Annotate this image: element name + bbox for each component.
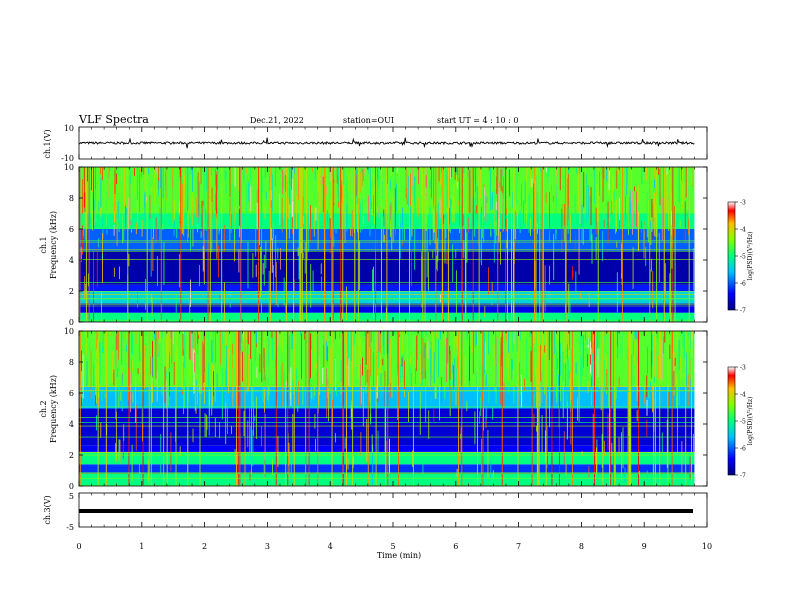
ch1-ytick-top: 10: [64, 124, 74, 133]
ch1-freq-ticks: 0 2 4 6 8 10: [64, 163, 707, 327]
colorbar-tick-label: -4: [740, 392, 746, 399]
spectrogram-band: [79, 464, 695, 474]
ch1-colorbar: [727, 201, 736, 311]
freq-tick-label: 8: [69, 358, 74, 367]
ch3-waveform-ylabel: ch.3(V): [43, 495, 52, 524]
freq-tick-label: 4: [69, 256, 74, 265]
time-tick-label: 7: [516, 542, 521, 551]
spectrogram-band: [79, 473, 695, 486]
freq-tick-label: 2: [69, 287, 74, 296]
freq-tick-label: 0: [69, 318, 74, 327]
ch3-waveform-trace: [79, 509, 693, 513]
station-label: station=OUI: [343, 116, 394, 125]
ch1-waveform-panel: 10 -10 ch.1(V): [43, 124, 708, 163]
time-tick-label: 8: [579, 542, 584, 551]
ch1-waveform-ylabel: ch.1(V): [43, 129, 52, 158]
ch3-ytick-top: 5: [69, 492, 74, 501]
ch2-freq-ylabel: Frequency (kHz): [49, 375, 58, 443]
time-tick-label: 6: [453, 542, 458, 551]
freq-tick-label: 4: [69, 420, 74, 429]
ch2-panel-label: ch.2: [39, 400, 48, 417]
time-tick-label: 4: [328, 542, 333, 551]
spectrogram-band: [79, 445, 695, 452]
ch2-spectrogram-image: [79, 331, 707, 486]
freq-tick-label: 8: [69, 194, 74, 203]
ch1-ytick-bottom: -10: [61, 154, 74, 163]
freq-tick-label: 6: [69, 225, 74, 234]
ch2-colorbar-ticks: -3 -4 -5 -6 -7: [735, 365, 746, 480]
ch3-waveform-panel: 5 -5 ch.3(V): [43, 492, 708, 532]
figure-title: VLF Spectra: [78, 113, 149, 126]
colorbar-tick-label: -6: [740, 281, 746, 288]
freq-tick-label: 6: [69, 389, 74, 398]
spectrogram-band: [79, 386, 695, 409]
time-tick-label: 5: [390, 542, 395, 551]
time-tick-label: 1: [139, 542, 144, 551]
time-tick-label: 3: [265, 542, 270, 551]
spectrogram-band: [79, 408, 695, 446]
time-tick-label: 0: [76, 542, 81, 551]
freq-tick-label: 10: [64, 163, 74, 172]
colorbar-tick-label: -4: [740, 227, 746, 234]
time-tick-label: 9: [642, 542, 647, 551]
ch1-colorbar-ticks: -3 -4 -5 -6 -7: [735, 200, 746, 315]
colorbar-tick-label: -5: [740, 254, 746, 261]
time-tick-label: 2: [202, 542, 207, 551]
colorbar-tick-label: -6: [740, 446, 746, 453]
freq-tick-label: 2: [69, 451, 74, 460]
ch1-waveform-trace: [78, 137, 695, 149]
ch1-waveform-line: [78, 137, 695, 149]
ch1-spectrogram-image: [79, 167, 707, 322]
start-ut-label: start UT = 4 : 10 : 0: [437, 116, 518, 125]
date-label: Dec.21, 2022: [250, 116, 304, 125]
ch3-ytick-bottom: -5: [66, 523, 74, 532]
colorbar-tick-label: -3: [740, 365, 746, 372]
time-axis-label: Time (min): [377, 551, 421, 560]
ch2-freq-ticks: 0 2 4 6 8 10: [64, 327, 707, 491]
ch1-freq-ylabel: Frequency (kHz): [49, 211, 58, 279]
colorbar-tick-label: -5: [740, 419, 746, 426]
ch2-colorbar-label: log(PSD)(V²/Hz): [747, 397, 754, 446]
ch1-colorbar-label: log(PSD)(V²/Hz): [747, 232, 754, 281]
ch2-colorbar: [727, 366, 736, 476]
colorbar-tick-label: -7: [740, 473, 746, 480]
ch1-panel-label: ch.1: [39, 236, 48, 253]
time-axis-ticks: 0 1 2 3 4 5 6 7 8 9 10: [76, 127, 712, 551]
colorbar-tick-label: -7: [740, 308, 746, 315]
freq-tick-label: 0: [69, 482, 74, 491]
colorbar-tick-label: -3: [740, 200, 746, 207]
freq-tick-label: 10: [64, 327, 74, 336]
time-tick-label: 10: [702, 542, 712, 551]
